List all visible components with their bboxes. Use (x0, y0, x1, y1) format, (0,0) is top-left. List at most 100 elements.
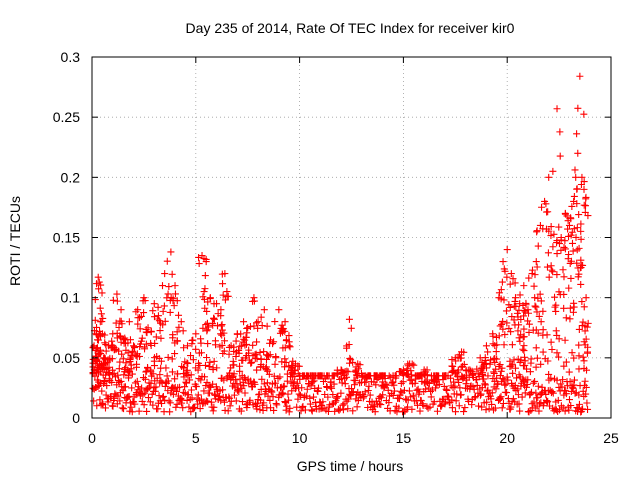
data-point (582, 193, 590, 201)
data-point-baseline (497, 393, 505, 401)
data-point (210, 300, 218, 308)
data-point (122, 346, 130, 354)
x-tick-label: 10 (292, 430, 308, 446)
data-point-baseline (570, 376, 578, 384)
data-point-baseline (306, 394, 314, 402)
data-point (101, 366, 109, 374)
data-point (156, 371, 164, 379)
data-point (516, 337, 524, 345)
data-point (410, 361, 418, 369)
data-point (560, 273, 568, 281)
data-point-peak (379, 378, 387, 386)
data-point (544, 249, 552, 257)
data-point (489, 332, 497, 340)
data-point (117, 338, 125, 346)
data-point (97, 332, 105, 340)
data-point-baseline (161, 382, 169, 390)
data-point-baseline (476, 391, 484, 399)
data-point-baseline (567, 402, 575, 410)
data-point (404, 370, 412, 378)
data-point-baseline (553, 376, 561, 384)
data-point (122, 339, 130, 347)
data-point-baseline (359, 394, 367, 402)
data-point (556, 128, 564, 136)
data-point (506, 303, 514, 311)
data-point (157, 357, 165, 365)
data-point-baseline (270, 372, 278, 380)
data-point (570, 299, 578, 307)
data-point (560, 304, 568, 312)
data-points (89, 72, 592, 416)
data-point (503, 273, 511, 281)
data-point (522, 299, 530, 307)
data-point (281, 344, 289, 352)
data-point (242, 354, 250, 362)
data-point-peak (202, 258, 210, 266)
chart-title: Day 235 of 2014, Rate Of TEC Index for r… (186, 20, 515, 36)
data-point-baseline (172, 403, 180, 411)
data-point-baseline (186, 376, 194, 384)
data-point-baseline (280, 382, 288, 390)
data-point (282, 358, 290, 366)
data-point (509, 275, 517, 283)
data-point (519, 345, 527, 353)
data-point (189, 356, 197, 364)
data-point-baseline (377, 401, 385, 409)
data-point (552, 307, 560, 315)
data-point (543, 208, 551, 216)
data-point (328, 372, 336, 380)
data-point (164, 353, 172, 361)
data-point (577, 220, 585, 228)
data-point (168, 355, 176, 363)
data-point (495, 289, 503, 297)
data-point (238, 342, 246, 350)
data-point-baseline (194, 391, 202, 399)
data-point (526, 368, 534, 376)
data-point-baseline (558, 383, 566, 391)
data-point-baseline (191, 404, 199, 412)
data-point (109, 296, 117, 304)
data-point-baseline (93, 402, 101, 410)
data-point (532, 363, 540, 371)
data-point (203, 353, 211, 361)
data-point (392, 372, 400, 380)
data-point-baseline (364, 386, 372, 394)
data-point-baseline (328, 384, 336, 392)
data-point-baseline (101, 378, 109, 386)
data-point-baseline (241, 389, 249, 397)
data-point (136, 314, 144, 322)
data-point (338, 367, 346, 375)
data-point (171, 290, 179, 298)
data-point-baseline (410, 392, 418, 400)
data-point (245, 346, 253, 354)
data-point-baseline (314, 384, 322, 392)
data-point (102, 347, 110, 355)
data-point-baseline (523, 381, 531, 389)
data-point-baseline (159, 392, 167, 400)
data-point-baseline (177, 399, 185, 407)
data-point (219, 280, 227, 288)
data-point-baseline (291, 385, 299, 393)
data-point-baseline (280, 383, 288, 391)
data-point (113, 334, 121, 342)
data-point-baseline (307, 382, 315, 390)
data-point (561, 210, 569, 218)
data-point (113, 297, 121, 305)
data-point-peak (553, 105, 561, 113)
data-point (112, 319, 120, 327)
data-point (511, 297, 519, 305)
data-point-baseline (323, 383, 331, 391)
data-point (573, 224, 581, 232)
data-point (168, 368, 176, 376)
data-point-baseline (90, 397, 98, 405)
data-point-baseline (215, 392, 223, 400)
data-point (170, 302, 178, 310)
data-point (204, 340, 212, 348)
axis-ticks: 0 5 10 15 20 25 0 0.05 0.1 0.15 0.2 0.25 0.3 (53, 49, 619, 446)
data-point-baseline (269, 393, 277, 401)
data-point (583, 349, 591, 357)
data-point-baseline (177, 394, 185, 402)
data-point (399, 369, 407, 377)
data-point-baseline (176, 383, 184, 391)
